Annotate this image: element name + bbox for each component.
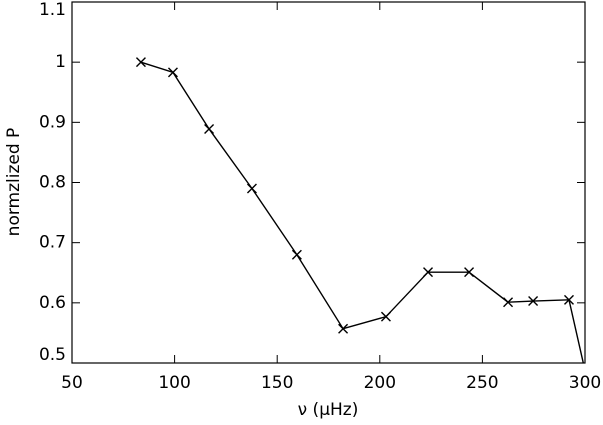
data-marker bbox=[563, 294, 574, 305]
data-marker bbox=[246, 183, 257, 194]
y-tick-label: 0.9 bbox=[39, 112, 66, 132]
x-tick-label: 250 bbox=[466, 373, 498, 393]
plot-frame bbox=[71, 1, 586, 364]
plot-area bbox=[135, 57, 585, 363]
data-marker bbox=[423, 267, 434, 278]
data-marker bbox=[167, 67, 178, 78]
data-marker bbox=[528, 296, 539, 307]
y-tick-label: 1.1 bbox=[39, 0, 66, 20]
x-tick-label: 50 bbox=[61, 373, 83, 393]
data-marker bbox=[380, 311, 391, 322]
y-tick-label: 0.8 bbox=[39, 173, 66, 193]
y-tick-label: 1 bbox=[55, 52, 66, 72]
x-tick-label: 200 bbox=[364, 373, 396, 393]
x-tick-label: 150 bbox=[261, 373, 293, 393]
data-marker bbox=[204, 123, 215, 134]
x-tick-label: 100 bbox=[158, 373, 190, 393]
y-tick-label: 0.6 bbox=[39, 293, 66, 313]
y-tick-label: 0.5 bbox=[39, 345, 66, 365]
data-marker bbox=[503, 297, 514, 308]
x-tick-label: 300 bbox=[569, 373, 601, 393]
y-axis-label: normzlized P bbox=[4, 128, 24, 237]
y-tick-label: 0.7 bbox=[39, 233, 66, 253]
data-marker bbox=[338, 323, 349, 334]
x-axis-label: ν (μHz) bbox=[298, 400, 359, 420]
data-marker bbox=[291, 249, 302, 260]
data-marker bbox=[464, 267, 475, 278]
data-marker bbox=[135, 57, 146, 68]
data-line bbox=[140, 61, 585, 363]
